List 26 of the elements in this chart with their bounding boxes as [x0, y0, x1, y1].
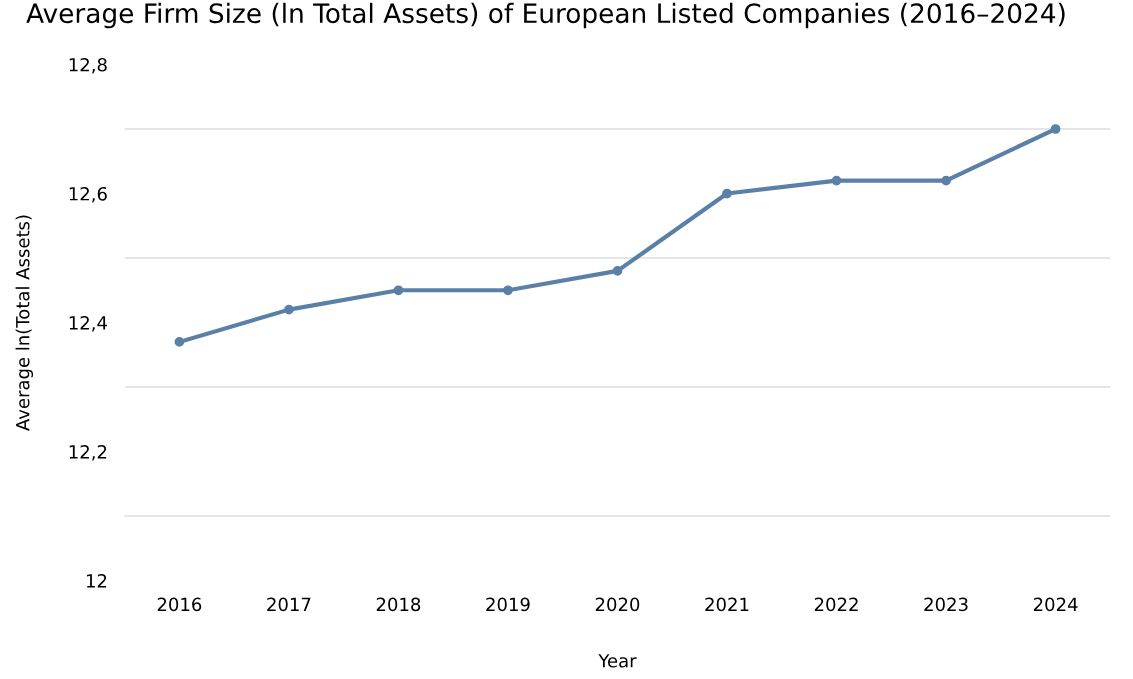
point [1050, 124, 1061, 134]
x-tick-label: 2018 [376, 597, 421, 612]
x-tick-label: 2016 [157, 597, 202, 612]
y-tick-label: 12 [86, 574, 107, 588]
point [393, 285, 404, 296]
y-axis-title: Average ln(Total Assets) [15, 215, 34, 431]
y-tick-label: 12,6 [69, 186, 107, 203]
point [284, 304, 294, 315]
y-tick-label: 12,2 [69, 444, 107, 461]
x-tick-label: 2022 [814, 597, 858, 612]
point [612, 266, 623, 276]
chart-title: Average Firm Size (ln Total Assets) of European Listed Companies (2016–2024) [26, 2, 1065, 29]
point [174, 337, 185, 347]
x-tick-label: 2017 [267, 597, 311, 612]
x-tick-label: 2019 [486, 597, 530, 612]
y-tick-label: 12,4 [69, 315, 107, 332]
point [831, 175, 842, 186]
x-axis-title: Year [598, 654, 637, 668]
point [722, 188, 732, 199]
point [941, 175, 951, 186]
y-tick-label: 12,8 [69, 57, 107, 74]
point [503, 285, 513, 296]
x-tick-label: 2023 [924, 597, 968, 612]
x-tick-label: 2024 [1033, 597, 1078, 612]
x-tick-label: 2020 [595, 597, 640, 612]
x-tick-label: 2021 [705, 597, 749, 612]
